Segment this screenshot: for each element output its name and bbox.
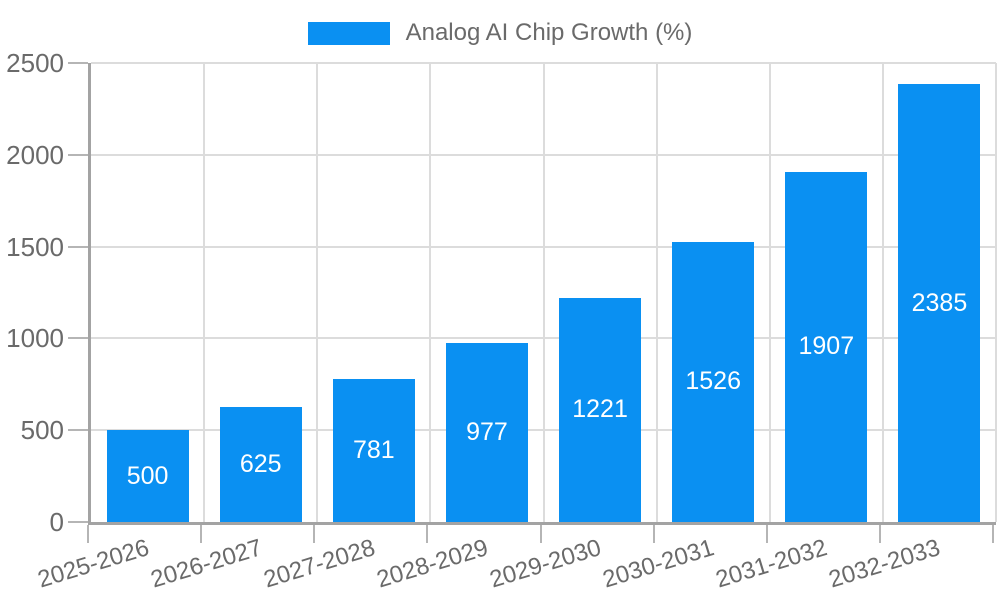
bar-value-label: 2385: [911, 288, 968, 317]
gridline-x-2: [316, 63, 319, 522]
bar-value-label: 500: [126, 461, 169, 490]
x-tick-1: [200, 525, 203, 543]
bar-2031-2032: 1907: [785, 171, 868, 522]
gridline-x-4: [542, 63, 545, 522]
y-tick-label-2500: 2500: [6, 48, 64, 78]
y-tick-label-500: 500: [20, 415, 64, 446]
x-tick-8: [992, 525, 994, 543]
y-tick-label-1000: 1000: [6, 323, 64, 354]
x-tick-0: [87, 525, 89, 543]
bar-value-label: 625: [239, 450, 282, 479]
gridline-x-6: [768, 63, 771, 522]
bar-2029-2030: 1221: [559, 297, 642, 522]
gridline-x-1: [203, 63, 206, 522]
x-tick-7: [878, 525, 881, 543]
y-tick-label-2000: 2000: [6, 139, 64, 170]
y-tick-0: [68, 521, 88, 523]
bar-2025-2026: 500: [106, 430, 189, 522]
y-tick-2000: [68, 153, 88, 156]
bar-2026-2027: 625: [219, 407, 302, 522]
y-tick-label-1500: 1500: [6, 231, 64, 262]
bar-value-label: 977: [466, 417, 508, 446]
gridline-x-5: [655, 63, 658, 522]
bar-value-label: 1907: [798, 332, 855, 361]
bar-value-label: 781: [352, 435, 395, 464]
y-tick-label-0: 0: [49, 507, 64, 537]
y-tick-500: [68, 429, 88, 432]
gridline-x-3: [429, 63, 432, 522]
legend-label: Analog AI Chip Growth (%): [405, 19, 693, 46]
bar-2030-2031: 1526: [672, 241, 755, 522]
bar-2027-2028: 781: [332, 378, 415, 522]
x-tick-5: [652, 525, 655, 543]
y-tick-1500: [68, 245, 88, 248]
chart-legend: Analog AI Chip Growth (%): [0, 18, 1000, 48]
x-tick-3: [426, 525, 429, 543]
bar-value-label: 1526: [685, 367, 741, 396]
x-tick-2: [313, 525, 316, 543]
x-tick-6: [765, 525, 768, 543]
x-tick-4: [539, 525, 542, 543]
gridline-x-8: [995, 63, 997, 522]
y-tick-2500: [68, 62, 88, 64]
plot-area: 500 625 781 977 1221 1526 1907 2385: [88, 62, 997, 525]
bar-value-label: 1221: [572, 395, 628, 424]
bar-2028-2029: 977: [445, 342, 528, 522]
legend-swatch: [307, 21, 390, 45]
y-tick-1000: [68, 337, 88, 340]
gridline-x-7: [881, 63, 884, 522]
bar-2032-2033: 2385: [898, 84, 981, 522]
